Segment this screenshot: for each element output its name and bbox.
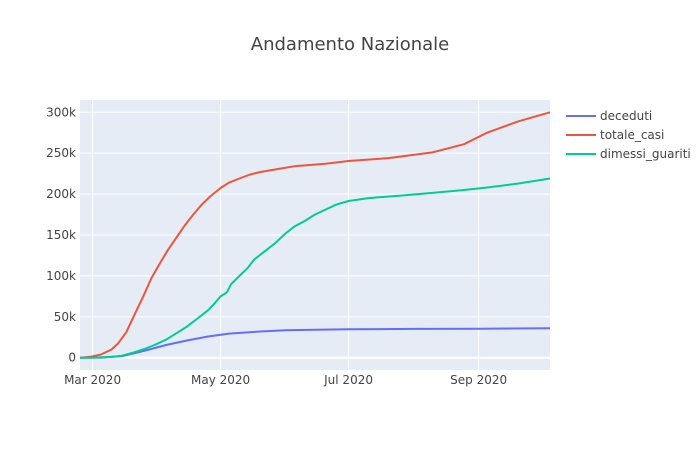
legend-item-deceduti[interactable]: deceduti (566, 109, 652, 123)
x-axis-tick-labels: Mar 2020 May 2020 Jul 2020 Sep 2020 (64, 373, 507, 387)
legend-item-dimessi_guariti[interactable]: dimessi_guariti (566, 147, 691, 161)
y-tick-label: 300k (46, 105, 76, 119)
x-tick-label: Sep 2020 (450, 373, 507, 387)
series-line-totale_casi (79, 111, 551, 359)
y-tick-label: 50k (54, 310, 76, 324)
x-tick-label: Mar 2020 (64, 373, 121, 387)
y-tick-label: 150k (46, 228, 76, 242)
legend-label: dimessi_guariti (600, 147, 691, 161)
y-tick-label: 0 (68, 351, 76, 365)
x-gridlines (92, 100, 480, 370)
y-tick-label: 250k (46, 146, 76, 160)
series-lines (79, 111, 551, 359)
x-tick-label: Jul 2020 (323, 373, 373, 387)
y-axis-tick-labels: 0 50k 100k 150k 200k 250k 300k (46, 105, 76, 364)
x-tick-label: May 2020 (191, 373, 250, 387)
legend[interactable]: deceduti totale_casi dimessi_guariti (566, 109, 691, 161)
series-line-dimessi_guariti (79, 177, 551, 359)
y-tick-label: 100k (46, 269, 76, 283)
y-tick-label: 200k (46, 187, 76, 201)
legend-item-totale_casi[interactable]: totale_casi (566, 128, 664, 142)
legend-label: totale_casi (600, 128, 664, 142)
legend-label: deceduti (600, 109, 652, 123)
y-gridlines (80, 111, 550, 359)
chart-title: Andamento Nazionale (251, 34, 449, 55)
